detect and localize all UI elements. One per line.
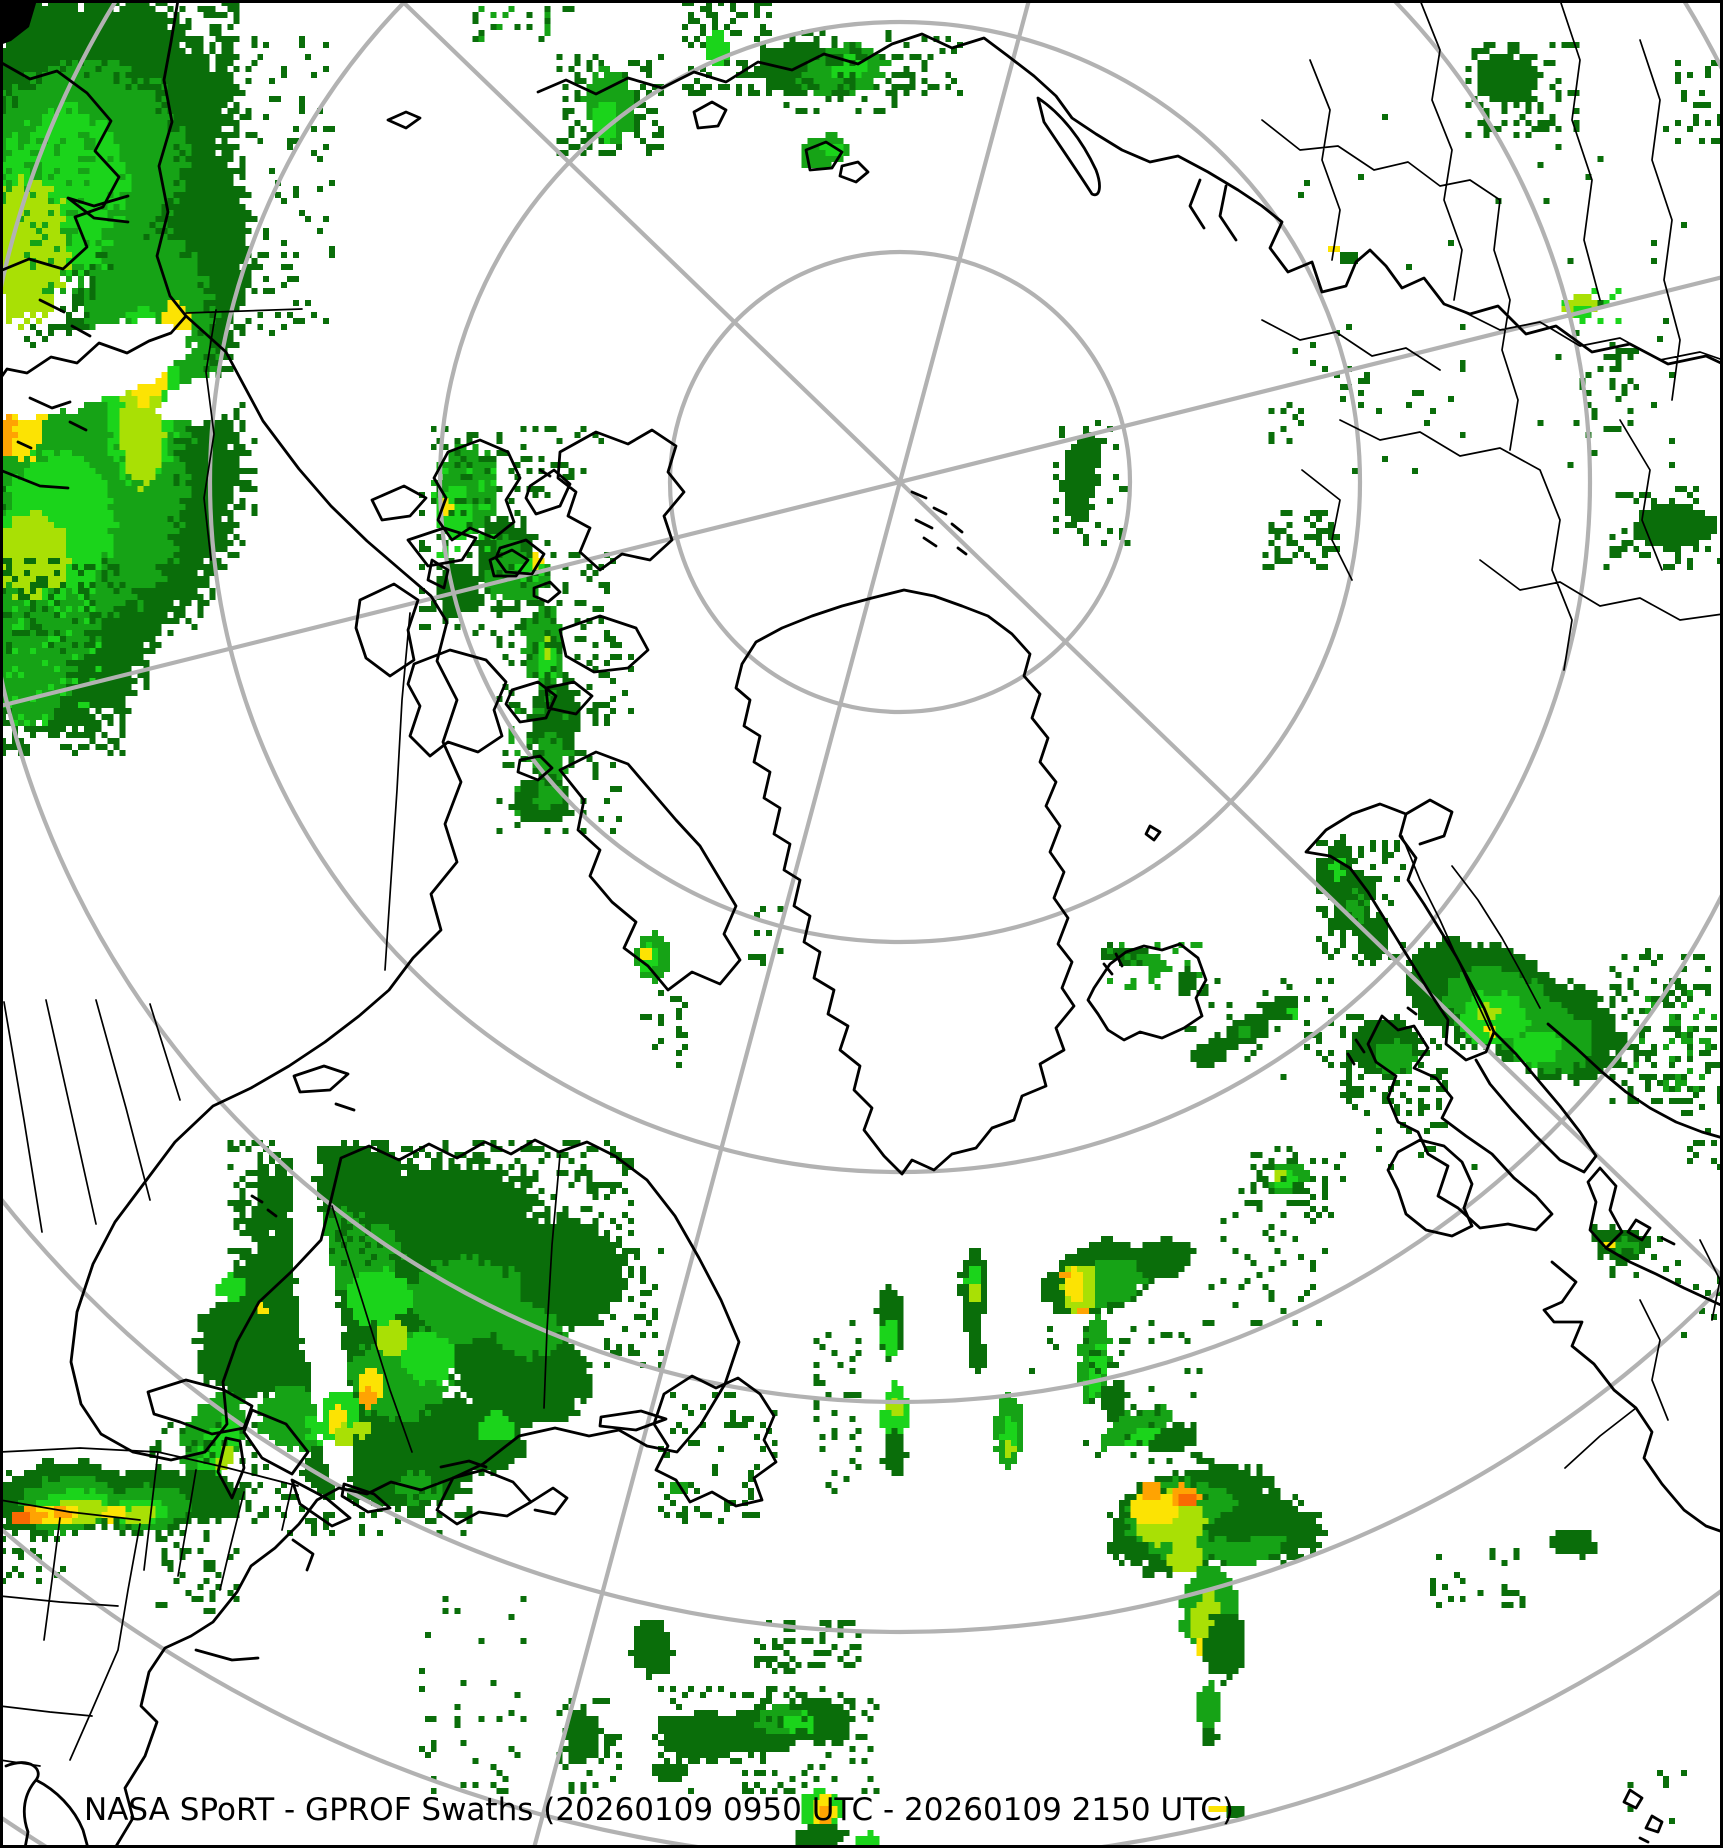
canadian-arctic-islands [354,428,742,992]
borders-eurasia [1261,0,1723,1469]
coast-iceland [1086,942,1208,1042]
latitude-circle [667,249,1133,715]
coast-chukotka [0,60,121,338]
latitude-circle [208,0,1592,1174]
meridian-line [531,0,1032,1848]
border-yukon-alaska [185,308,303,314]
coast-us-east [113,1476,455,1848]
corner-island [0,0,37,45]
arctic-russia-islands [386,100,870,184]
coast-greenland [734,588,1076,1176]
coast-newfoundland [598,1374,778,1508]
coast-ireland [1386,1138,1474,1238]
coast-denmark-baltic [1586,1166,1723,1308]
azores-islands [1622,1788,1664,1844]
coast-florida [4,1761,90,1848]
coast-siberia-russia [536,32,1723,366]
coast-nova-scotia [435,1459,569,1526]
coast-scandinavia [1304,798,1723,1174]
map-title: NASA SPoRT - GPROF Swaths (20260109 0950… [84,1792,1234,1828]
latitude-circle [437,19,1363,945]
great-lakes [146,1378,392,1528]
coast-canada-mainland [69,314,741,1480]
borders-canada-us [0,309,561,1767]
coast-uk [1346,1006,1554,1232]
coast-france-iberia [1542,1260,1723,1534]
franz-josef-land [910,490,968,556]
meridian-line [399,0,1723,1279]
coast-alaska [0,0,188,490]
political-borders [0,0,1723,1767]
jan-mayen-island [1144,824,1162,842]
hudson-bay-islands [250,1064,356,1218]
latitude-circle [0,0,1723,1404]
meridian-line [0,274,1723,709]
coast-svalbard [426,438,552,590]
latitude-circle [0,1194,1723,1634]
